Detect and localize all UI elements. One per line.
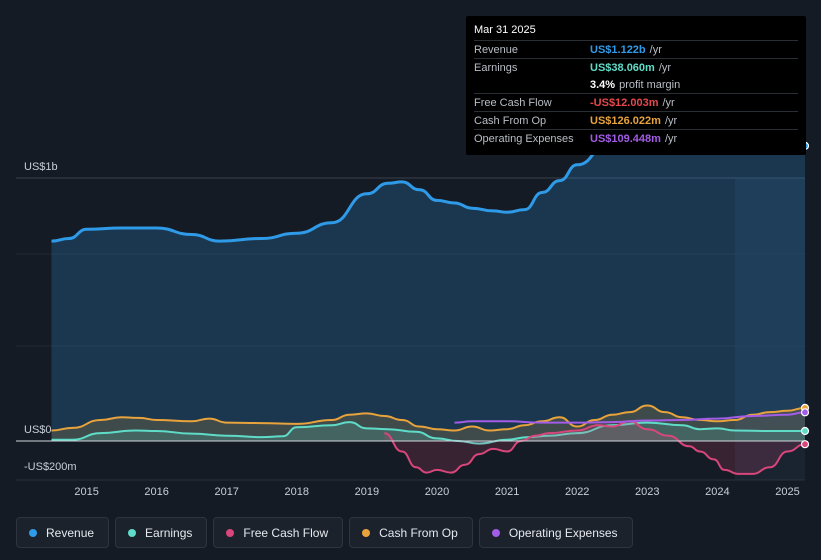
legend-dot-icon — [226, 528, 235, 537]
legend-label: Revenue — [46, 525, 95, 540]
tooltip-row-value: 3.4% — [590, 78, 616, 91]
tooltip-row: 3.4% profit margin — [474, 76, 798, 93]
legend-dot-icon — [491, 528, 500, 537]
tooltip-row-label: Revenue — [474, 43, 519, 56]
legend-dot-icon — [128, 528, 137, 537]
cash-from-op-area — [51, 405, 805, 441]
tooltip-row: Revenue US$1.122b/yr — [474, 40, 798, 58]
tooltip-row-label: Operating Expenses — [474, 132, 574, 145]
x-tick-2018: 2018 — [285, 486, 309, 498]
legend-item-free-cash-flow[interactable]: Free Cash Flow — [213, 517, 344, 548]
x-tick-2021: 2021 — [495, 486, 519, 498]
x-tick-2024: 2024 — [705, 486, 729, 498]
legend-item-earnings[interactable]: Earnings — [115, 517, 208, 548]
x-axis-ticks: 2015 2016 2017 2018 2019 2020 2021 2022 2023 2024… — [74, 486, 799, 498]
tooltip-row-value: US$38.060m — [590, 61, 655, 74]
x-tick-2017: 2017 — [214, 486, 238, 498]
tooltip-row-unit: /yr — [664, 132, 678, 145]
y-axis-bottom-label: -US$200m — [24, 461, 77, 473]
legend-label: Operating Expenses — [508, 525, 618, 540]
tooltip-row: Earnings US$38.060m/yr — [474, 58, 798, 76]
tooltip-row: Free Cash Flow -US$12.003m/yr — [474, 93, 798, 111]
revenue-area — [51, 128, 805, 441]
legend-label: Earnings — [145, 525, 193, 540]
tooltip-date: Mar 31 2025 — [474, 24, 536, 36]
legend-label: Cash From Op — [379, 525, 458, 540]
tooltip-row-label: Free Cash Flow — [474, 96, 552, 109]
legend-label: Free Cash Flow — [243, 525, 329, 540]
tooltip-panel: Mar 31 2025 Revenue US$1.122b/yr Earnings U… — [466, 16, 806, 155]
tooltip-row: Operating Expenses US$109.448m/yr — [474, 129, 798, 147]
tooltip-row-unit: /yr — [664, 114, 678, 127]
x-tick-2020: 2020 — [425, 486, 449, 498]
tooltip-row-label: Cash From Op — [474, 114, 547, 127]
tooltip-row-value: -US$12.003m — [590, 96, 659, 109]
tooltip-row-unit: /yr — [649, 43, 662, 56]
tooltip-row-value: US$126.022m — [590, 114, 661, 127]
x-tick-2016: 2016 — [144, 486, 168, 498]
legend-item-operating-expenses[interactable]: Operating Expenses — [478, 517, 633, 548]
tooltip-rows: Revenue US$1.122b/yr Earnings US$38.060m/yr… — [474, 40, 798, 147]
tooltip-row-unit: profit margin — [619, 78, 681, 91]
legend-item-cash-from-op[interactable]: Cash From Op — [349, 517, 473, 548]
x-tick-2015: 2015 — [74, 486, 98, 498]
earnings-line[interactable] — [51, 421, 806, 445]
x-tick-2022: 2022 — [565, 486, 589, 498]
operating-expenses-end-marker[interactable] — [800, 408, 810, 417]
operating-expenses-line[interactable] — [454, 411, 806, 424]
x-tick-2025: 2025 — [775, 486, 799, 498]
tooltip-row: Cash From Op US$126.022m/yr — [474, 111, 798, 129]
x-tick-2019: 2019 — [355, 486, 379, 498]
legend-dot-icon — [29, 528, 37, 537]
free-cash-flow-line[interactable] — [384, 420, 806, 475]
y-axis-top-label: US$1b — [24, 161, 58, 173]
tooltip-row-value: US$1.122b — [590, 43, 646, 56]
series-layer — [51, 126, 806, 475]
legend-dot-icon — [362, 528, 371, 537]
tooltip-row-label: Earnings — [474, 61, 518, 74]
free-cash-flow-end-marker[interactable] — [800, 440, 810, 449]
legend: Revenue Earnings Free Cash Flow Cash From O… — [16, 517, 633, 548]
chart: 2015 2016 2017 2018 2019 2020 2021 2022 2023 2024… — [16, 126, 810, 498]
tooltip-row-unit: /yr — [662, 96, 675, 109]
legend-item-revenue[interactable]: Revenue — [16, 517, 110, 548]
y-axis-zero-label: US$0 — [24, 424, 52, 436]
x-tick-2023: 2023 — [635, 486, 659, 498]
tooltip-row-unit: /yr — [658, 61, 672, 74]
tooltip-row-value: US$109.448m — [590, 132, 661, 145]
earnings-end-marker[interactable] — [800, 426, 810, 436]
earnings-area — [51, 422, 805, 444]
